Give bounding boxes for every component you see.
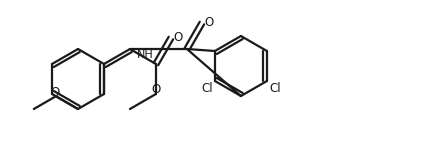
Text: O: O bbox=[204, 15, 214, 29]
Text: O: O bbox=[173, 30, 183, 43]
Text: O: O bbox=[151, 82, 160, 95]
Text: Cl: Cl bbox=[269, 82, 281, 94]
Text: O: O bbox=[50, 86, 59, 99]
Text: NH: NH bbox=[137, 50, 154, 60]
Text: Cl: Cl bbox=[201, 82, 213, 94]
